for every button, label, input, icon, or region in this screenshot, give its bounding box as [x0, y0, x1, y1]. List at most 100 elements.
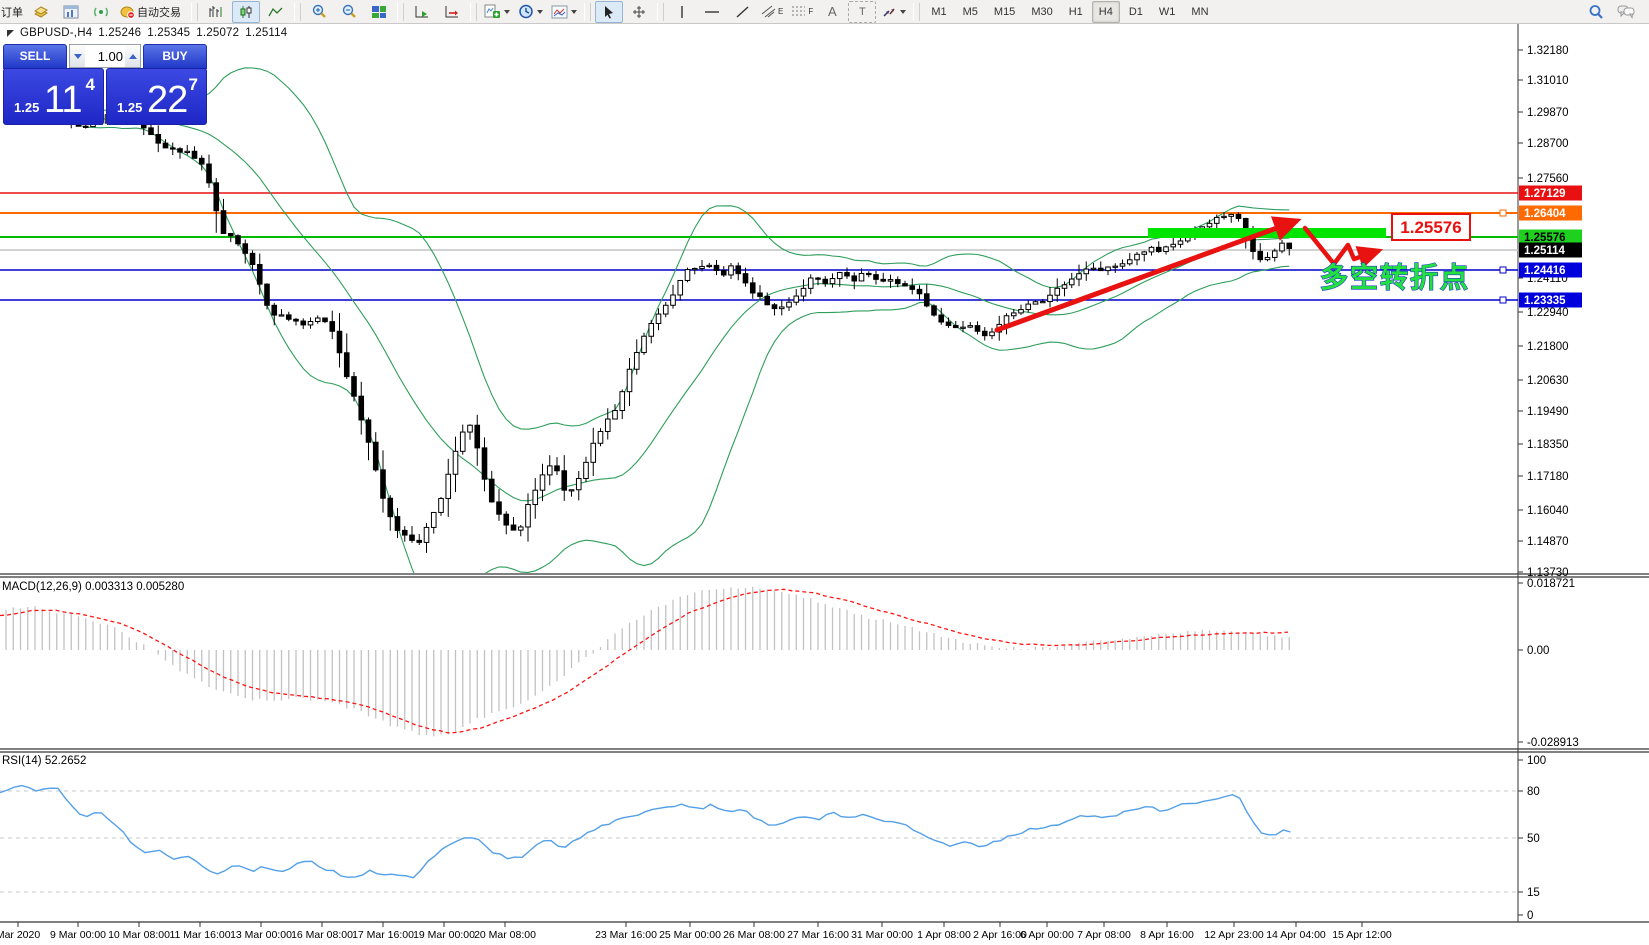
zoom-out-button[interactable]: [335, 1, 363, 23]
toolbar-separator: [294, 2, 301, 21]
price-axis-label: 1.22940: [1527, 307, 1569, 319]
toolbar: 订单 自动交易: [0, 0, 1649, 24]
candle: [1177, 240, 1184, 245]
candle: [1228, 213, 1235, 217]
candle: [684, 269, 691, 281]
price-axis-label: 1.21800: [1527, 341, 1569, 353]
candle: [322, 317, 328, 323]
price-annotation-box[interactable]: [1391, 213, 1471, 241]
candle: [1286, 242, 1293, 249]
candle: [365, 419, 372, 443]
autotrading-button[interactable]: 自动交易: [117, 1, 187, 23]
candlestick-chart-button[interactable]: [232, 0, 260, 23]
buy-price-display[interactable]: 1.25 22 7: [106, 68, 207, 125]
zigzag-arrow[interactable]: [1302, 225, 1384, 269]
timeframe-h4-button[interactable]: H4: [1091, 0, 1120, 23]
buy-price-big: 22: [147, 79, 188, 121]
text-tool-button[interactable]: A: [818, 1, 846, 23]
candle: [1235, 213, 1242, 219]
buy-button[interactable]: BUY: [143, 43, 207, 69]
timeframe-w1-button[interactable]: W1: [1158, 5, 1176, 18]
bar-chart-button[interactable]: [202, 1, 230, 23]
price-tag-label: 1.26404: [1524, 208, 1566, 220]
signal-icon: [94, 7, 108, 16]
volume-stepper: [69, 44, 141, 68]
timeframe-m30-button[interactable]: M30: [1031, 5, 1053, 18]
candle: [1090, 267, 1097, 270]
volume-input[interactable]: [85, 45, 125, 67]
rsi-axis-label: 0: [1527, 910, 1533, 922]
trendline-arrow[interactable]: [994, 216, 1302, 333]
candle: [293, 318, 299, 322]
time-axis-label: 1 Apr 08:00: [917, 929, 971, 941]
horizontal-line-tool-button[interactable]: [698, 1, 726, 23]
trendline-tool-button[interactable]: [728, 1, 756, 23]
channel-tool-button[interactable]: E: [758, 1, 786, 23]
candle: [720, 270, 727, 276]
candle: [554, 465, 560, 472]
chart-shift-button[interactable]: [438, 1, 466, 23]
crosshair-tool-button[interactable]: [625, 1, 653, 23]
volume-decrease-button[interactable]: [70, 45, 85, 67]
candle: [793, 295, 800, 303]
auto-scroll-button[interactable]: [408, 1, 436, 23]
tile-windows-button[interactable]: [365, 1, 393, 23]
time-axis-label: 14 Apr 04:00: [1266, 929, 1326, 941]
line-chart-button[interactable]: [262, 1, 290, 23]
search-icon: [1589, 4, 1603, 19]
candle: [169, 147, 176, 150]
chart-window-button[interactable]: [57, 1, 85, 23]
cursor-icon: [605, 5, 613, 18]
clock-icon: [519, 4, 533, 19]
hline-handle[interactable]: [1499, 296, 1507, 304]
arrows-tool-button[interactable]: [878, 1, 909, 23]
new-order-icon-button[interactable]: [27, 1, 55, 23]
timeframe-m15-button[interactable]: M15: [993, 5, 1016, 18]
candle: [923, 293, 930, 307]
price-tag: [1519, 242, 1582, 258]
zoom-out-icon: [342, 4, 356, 18]
candle: [351, 376, 357, 397]
zoom-in-button[interactable]: [305, 1, 333, 23]
sell-price-display[interactable]: 1.25 11 4: [3, 68, 104, 125]
timeframe-m1-button[interactable]: M1: [931, 5, 947, 18]
timeframe-h1-button[interactable]: H1: [1068, 5, 1083, 18]
hline-handle[interactable]: [1499, 266, 1507, 274]
cursor-tool-button[interactable]: [595, 0, 623, 23]
chat-button[interactable]: [1612, 1, 1640, 23]
text-label-tool-button[interactable]: T: [848, 0, 877, 23]
cn-annotation-text[interactable]: 多空转折点: [1319, 260, 1470, 293]
vertical-line-tool-button[interactable]: [668, 1, 696, 23]
candle: [307, 321, 314, 326]
label-tool-glyph: T: [858, 5, 866, 18]
sell-button[interactable]: SELL: [3, 43, 67, 69]
bollinger-bands: [5, 67, 1290, 573]
hline-handle[interactable]: [1499, 209, 1507, 217]
candle: [1076, 273, 1082, 280]
timeframe-d1-button[interactable]: D1: [1128, 5, 1143, 18]
templates-button[interactable]: [548, 1, 580, 23]
candle: [575, 478, 582, 491]
chevron-down-icon: [900, 9, 907, 14]
candle: [416, 539, 423, 543]
periods-button[interactable]: [515, 1, 546, 23]
rsi-axis-label: 100: [1527, 755, 1546, 767]
time-axis-label: 25 Mar 00:00: [659, 929, 721, 941]
bollinger-middle: [5, 113, 1290, 502]
new-order-button[interactable]: 订单: [1, 6, 23, 19]
timeframe-mn-button[interactable]: MN: [1191, 5, 1209, 18]
candle: [931, 305, 937, 316]
volume-increase-button[interactable]: [125, 45, 140, 67]
search-button[interactable]: [1582, 1, 1610, 23]
chart-shift-icon: [445, 5, 458, 17]
candle: [1134, 253, 1140, 261]
signal-button[interactable]: [87, 1, 115, 23]
collapse-triangle-icon[interactable]: [7, 29, 14, 37]
price-tag-label: 1.27129: [1524, 188, 1566, 200]
timeframe-m5-button[interactable]: M5: [962, 5, 978, 18]
indicators-button[interactable]: [481, 1, 513, 23]
fibonacci-tool-button[interactable]: F: [788, 1, 816, 23]
candle: [880, 278, 887, 282]
candle: [699, 265, 705, 269]
